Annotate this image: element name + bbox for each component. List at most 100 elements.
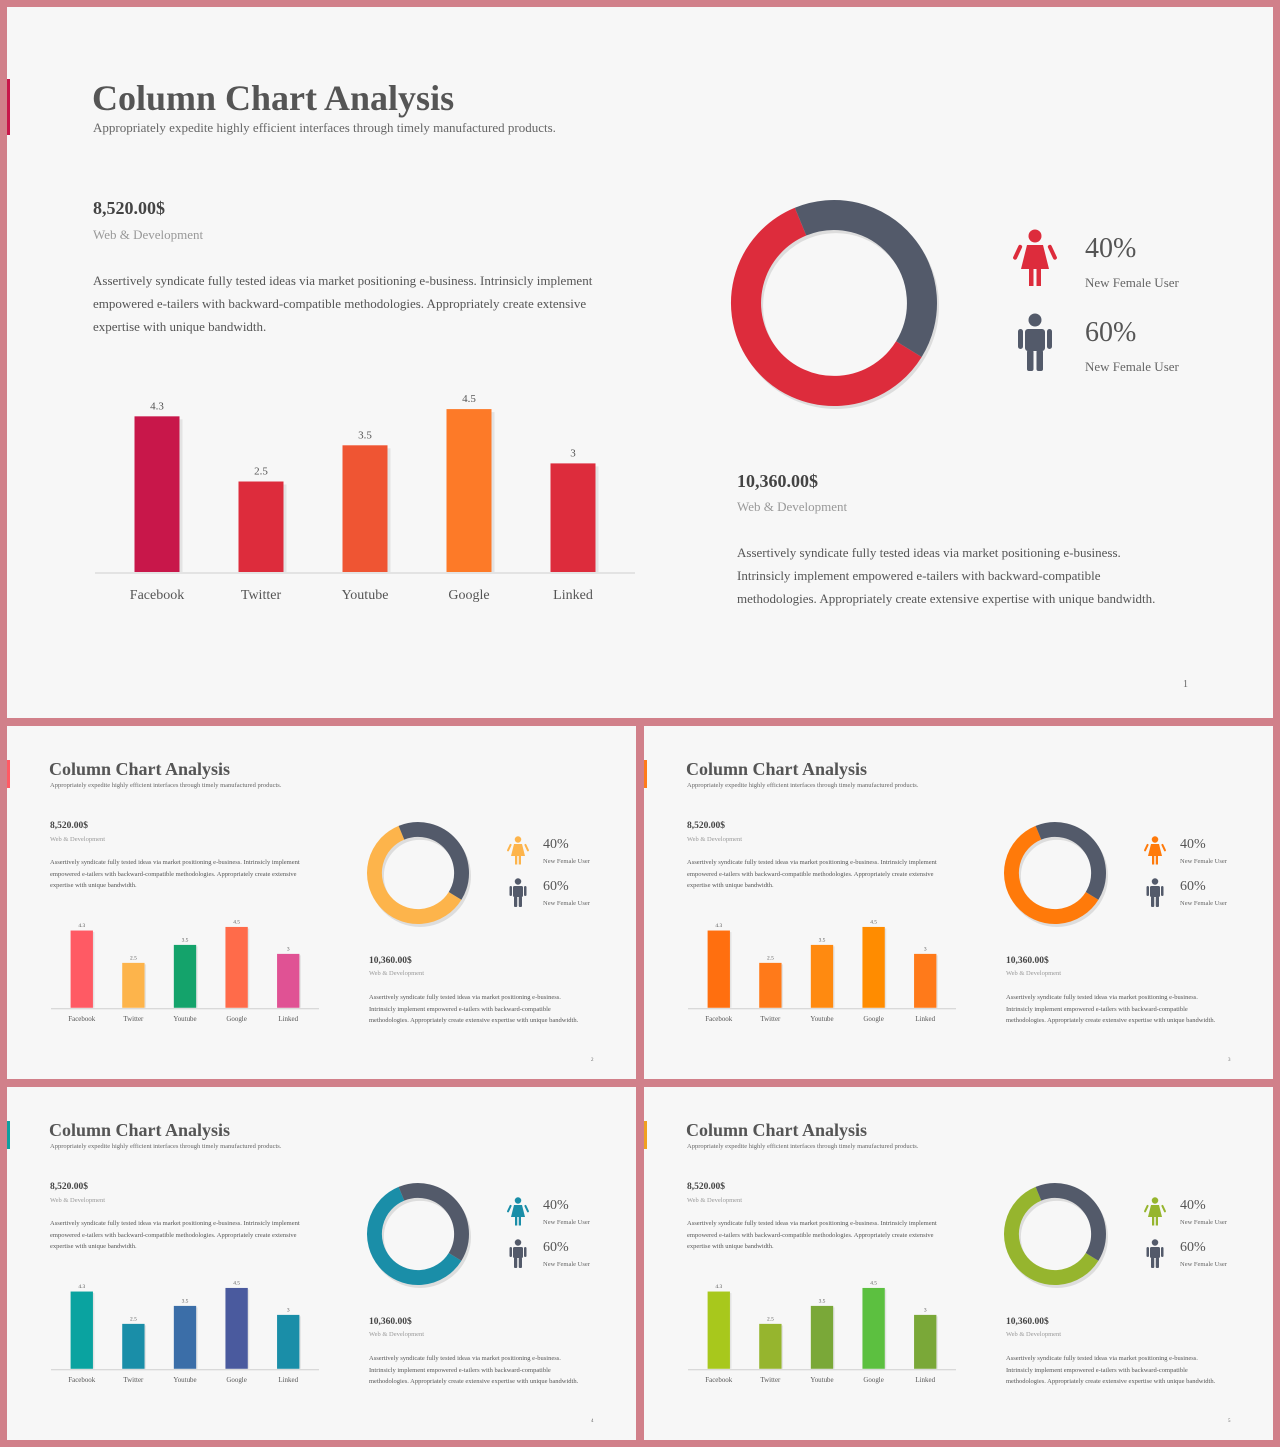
icon-arm	[1146, 886, 1149, 896]
legend-percent-female: 40%	[1180, 1198, 1206, 1213]
icon-arm	[524, 1247, 527, 1257]
category-label: Youtube	[173, 1015, 196, 1023]
icon-torso	[513, 886, 523, 897]
icon-torso	[1150, 1247, 1160, 1258]
legend-percent-male: 60%	[543, 879, 569, 894]
icon-leg	[514, 896, 518, 907]
slide-title: Column Chart Analysis	[92, 78, 455, 118]
left-category: Web & Development	[687, 1197, 743, 1204]
right-amount: 10,360.00$	[369, 956, 412, 966]
icon-arm	[1161, 886, 1164, 896]
bar-facebook	[70, 930, 93, 1008]
icon-leg	[518, 1257, 522, 1268]
donut-chart	[1004, 1183, 1109, 1289]
slide-subtitle: Appropriately expedite highly efficient …	[687, 782, 919, 789]
bar-value-label: 3	[924, 1307, 927, 1313]
right-paragraph: Assertively syndicate fully tested ideas…	[369, 1355, 579, 1385]
icon-arm	[1161, 1204, 1166, 1213]
page-number: 1	[1183, 679, 1188, 690]
bar-twitter	[759, 1323, 782, 1369]
bar-shadow	[283, 484, 287, 572]
icon-arm	[507, 1204, 512, 1213]
icon-arm	[1047, 329, 1052, 349]
icon-arm	[1144, 843, 1149, 852]
left-paragraph: Assertively syndicate fully tested ideas…	[50, 859, 300, 889]
donut-slice-rest	[1035, 1183, 1106, 1261]
donut-slice-rest	[398, 822, 469, 900]
icon-head	[1151, 836, 1159, 843]
bar-facebook	[134, 416, 180, 572]
slide-title: Column Chart Analysis	[686, 759, 868, 779]
female-user-icon	[507, 836, 529, 865]
bar-value-label: 3.5	[182, 1298, 189, 1304]
bar-value-label: 4.5	[233, 1280, 240, 1286]
icon-dress	[1148, 1205, 1162, 1217]
icon-dress	[511, 1205, 525, 1217]
female-user-icon	[507, 1197, 529, 1226]
category-label: Google	[226, 1376, 246, 1384]
category-label: Twitter	[123, 1376, 144, 1384]
donut-slice-rest	[1035, 822, 1106, 900]
legend-percent-male: 60%	[1180, 879, 1206, 894]
right-amount: 10,360.00$	[1006, 1317, 1049, 1327]
right-category: Web & Development	[737, 499, 848, 514]
legend-percent-male: 60%	[543, 1240, 569, 1255]
bar-google	[225, 1287, 248, 1369]
bar-google	[225, 926, 248, 1008]
icon-leg	[1155, 1216, 1158, 1226]
column-chart: 4.3 Facebook 2.5 Twitter 3.5 Youtube 4.5 Google…	[95, 393, 635, 603]
icon-leg	[1027, 350, 1034, 371]
female-user-icon	[1013, 229, 1057, 286]
slide-accent-bar	[644, 760, 647, 788]
bar-shadow	[884, 928, 887, 1008]
left-paragraph: Assertively syndicate fully tested ideas…	[687, 1220, 937, 1250]
page-number: 3	[1228, 1058, 1231, 1063]
slide-2: Column Chart Analysis Appropriately exped…	[7, 726, 636, 1079]
icon-leg	[1036, 268, 1041, 286]
bar-linked	[550, 463, 596, 572]
category-label: Facebook	[130, 588, 184, 603]
legend-percent-male: 60%	[1085, 317, 1137, 348]
icon-leg	[514, 1257, 518, 1268]
icon-head	[1151, 878, 1159, 885]
category-label: Google	[448, 588, 489, 603]
legend-percent-female: 40%	[543, 1198, 569, 1213]
bar-shadow	[299, 1316, 301, 1369]
bar-value-label: 3.5	[819, 937, 826, 943]
legend-label-male: New Female User	[1180, 1261, 1227, 1268]
male-user-icon	[1146, 1239, 1164, 1268]
bar-shadow	[144, 1325, 147, 1369]
bar-shadow	[144, 964, 147, 1008]
category-label: Facebook	[68, 1015, 96, 1023]
donut-slice-main	[367, 825, 462, 924]
icon-arm	[509, 886, 512, 896]
bar-facebook	[70, 1291, 93, 1369]
bar-twitter	[122, 1323, 145, 1369]
bar-facebook	[707, 1291, 730, 1369]
icon-torso	[513, 1247, 523, 1258]
category-label: Youtube	[810, 1015, 833, 1023]
bar-shadow	[387, 448, 391, 572]
legend-label-female: New Female User	[543, 1219, 590, 1226]
bar-shadow	[729, 932, 732, 1008]
icon-arm	[1144, 1204, 1149, 1213]
donut-slice-main	[1004, 1186, 1099, 1285]
left-paragraph: Assertively syndicate fully tested ideas…	[50, 1220, 300, 1250]
bar-linked	[914, 1314, 937, 1369]
icon-dress	[1148, 844, 1162, 856]
left-category: Web & Development	[687, 836, 743, 843]
icon-head	[1028, 229, 1042, 243]
right-paragraph: Assertively syndicate fully tested ideas…	[369, 994, 579, 1024]
bar-value-label: 3	[924, 946, 927, 952]
left-amount: 8,520.00$	[50, 821, 88, 831]
bar-shadow	[729, 1293, 732, 1369]
column-chart: 4.3 Facebook 2.5 Twitter 3.5 Youtube 4.5 Google…	[51, 1280, 319, 1384]
slide-accent-bar	[7, 760, 10, 788]
left-paragraph: Assertively syndicate fully tested ideas…	[93, 273, 593, 334]
female-user-icon	[1144, 1197, 1166, 1226]
right-paragraph: Assertively syndicate fully tested ideas…	[1006, 994, 1216, 1024]
bar-shadow	[196, 1307, 198, 1369]
right-category: Web & Development	[1006, 970, 1062, 977]
slide-title: Column Chart Analysis	[49, 759, 231, 779]
bar-shadow	[196, 946, 198, 1008]
